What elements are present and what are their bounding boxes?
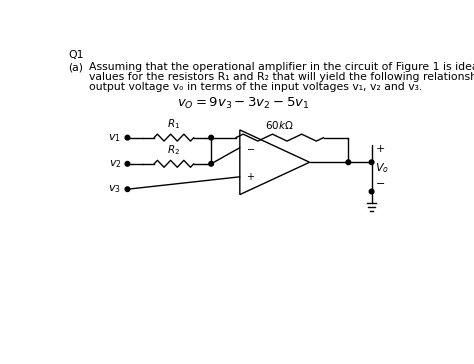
Circle shape <box>369 160 374 165</box>
Text: $v_2$: $v_2$ <box>109 158 121 170</box>
Circle shape <box>346 160 351 165</box>
Circle shape <box>209 135 213 140</box>
Circle shape <box>125 135 130 140</box>
Circle shape <box>125 162 130 166</box>
Text: values for the resistors R₁ and R₂ that will yield the following relationship fo: values for the resistors R₁ and R₂ that … <box>89 72 474 82</box>
Text: Q1: Q1 <box>69 50 84 60</box>
Text: (a): (a) <box>69 62 83 72</box>
Text: output voltage vₒ in terms of the input voltages v₁, v₂ and v₃.: output voltage vₒ in terms of the input … <box>89 82 422 92</box>
Text: $v_3$: $v_3$ <box>109 183 121 195</box>
Text: $V_o$: $V_o$ <box>375 162 390 175</box>
Text: Assuming that the operational amplifier in the circuit of Figure 1 is ideal, fin: Assuming that the operational amplifier … <box>89 62 474 72</box>
Text: −: − <box>375 179 385 189</box>
Text: $R_1$: $R_1$ <box>167 117 181 131</box>
Text: $v_O = 9v_3 - 3v_2 - 5v_1$: $v_O = 9v_3 - 3v_2 - 5v_1$ <box>177 96 309 111</box>
Circle shape <box>369 189 374 194</box>
Text: +: + <box>375 144 385 154</box>
Text: $+$: $+$ <box>246 171 255 182</box>
Circle shape <box>125 187 130 191</box>
Text: $-$: $-$ <box>246 143 255 153</box>
Text: $60k\Omega$: $60k\Omega$ <box>265 119 294 131</box>
Text: $v_1$: $v_1$ <box>109 132 121 143</box>
Text: $R_2$: $R_2$ <box>167 143 181 157</box>
Circle shape <box>209 162 213 166</box>
